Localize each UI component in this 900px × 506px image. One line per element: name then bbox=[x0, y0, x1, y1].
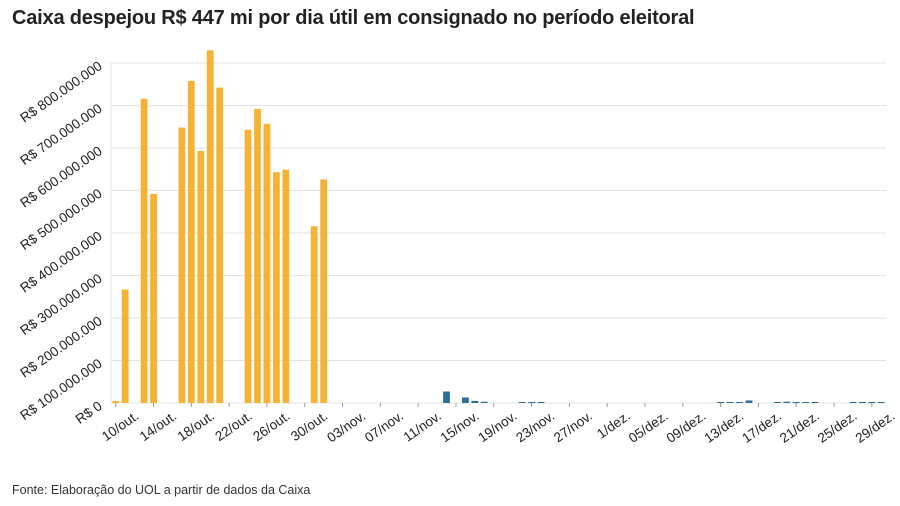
x-tick-label: 05/dez. bbox=[626, 408, 671, 446]
bar bbox=[244, 129, 252, 404]
bar bbox=[736, 402, 743, 403]
bar bbox=[282, 169, 290, 403]
bar bbox=[310, 226, 318, 403]
bar bbox=[745, 400, 753, 403]
x-tick-label: 13/dez. bbox=[701, 408, 746, 446]
bar bbox=[263, 123, 271, 404]
bar bbox=[272, 172, 280, 403]
bar bbox=[792, 402, 800, 403]
gridlines bbox=[110, 62, 886, 404]
bar bbox=[471, 400, 479, 404]
x-tick-label: 18/out. bbox=[175, 408, 217, 444]
bar bbox=[537, 402, 545, 403]
x-tick-label: 19/nov. bbox=[475, 408, 519, 445]
x-axis-labels: 10/out.14/out.18/out.22/out.26/out.30/ou… bbox=[99, 403, 898, 446]
bar bbox=[216, 87, 224, 404]
bar bbox=[254, 108, 261, 404]
x-tick-label: 15/nov. bbox=[438, 408, 482, 445]
bar bbox=[717, 402, 724, 403]
bar bbox=[528, 402, 535, 403]
x-tick-label: 29/dez. bbox=[853, 408, 898, 446]
x-tick-label: 23/nov. bbox=[513, 408, 557, 445]
x-tick-label: 09/dez. bbox=[664, 408, 709, 446]
y-tick-label: R$ 0 bbox=[73, 398, 105, 427]
bar bbox=[112, 400, 120, 404]
x-tick-label: 30/out. bbox=[288, 408, 330, 444]
bar bbox=[480, 401, 488, 403]
bar bbox=[783, 401, 791, 403]
source-note: Fonte: Elaboração do UOL a partir de dad… bbox=[12, 483, 311, 497]
x-tick-label: 22/out. bbox=[212, 408, 254, 444]
bar bbox=[150, 193, 157, 403]
x-tick-label: 03/nov. bbox=[324, 408, 368, 445]
bar bbox=[849, 402, 857, 403]
x-tick-label: 10/out. bbox=[99, 408, 141, 444]
bar bbox=[178, 127, 186, 403]
bar bbox=[858, 402, 866, 403]
bar bbox=[197, 150, 205, 403]
x-tick-label: 14/out. bbox=[137, 408, 179, 444]
x-tick-label: 17/dez. bbox=[739, 408, 784, 446]
bar bbox=[206, 50, 214, 403]
x-tick-label: 26/out. bbox=[250, 408, 292, 444]
bar bbox=[121, 289, 129, 403]
bar bbox=[187, 80, 195, 403]
chart-title: Caixa despejou R$ 447 mi por dia útil em… bbox=[12, 7, 695, 29]
x-tick-label: 21/dez. bbox=[777, 408, 822, 446]
bar bbox=[518, 402, 526, 403]
bar bbox=[811, 402, 819, 403]
bar bbox=[320, 179, 328, 403]
bars bbox=[112, 50, 885, 404]
bar bbox=[140, 98, 148, 403]
x-tick-label: 07/nov. bbox=[362, 408, 406, 445]
bar bbox=[802, 402, 810, 403]
x-tick-label: 27/nov. bbox=[551, 408, 595, 445]
bar bbox=[773, 402, 781, 403]
bar bbox=[443, 391, 450, 403]
x-tick-label: 11/nov. bbox=[401, 408, 444, 445]
x-tick-label: 25/dez. bbox=[815, 408, 860, 446]
bar bbox=[726, 402, 734, 403]
bar bbox=[877, 402, 885, 403]
bar bbox=[462, 397, 469, 403]
bar bbox=[868, 402, 876, 403]
